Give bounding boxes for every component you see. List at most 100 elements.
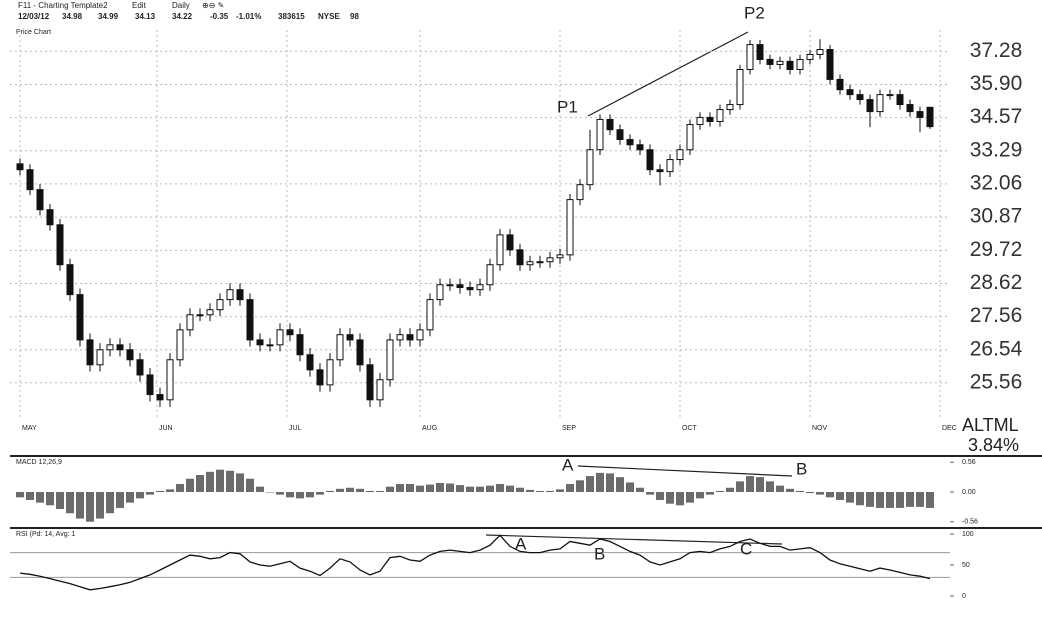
candle-body — [826, 49, 834, 80]
histogram-bar — [656, 492, 664, 500]
histogram-bar — [456, 485, 464, 492]
candle-body — [66, 264, 74, 296]
histogram-bar — [446, 483, 454, 492]
candle-body — [246, 299, 254, 341]
histogram-bar — [496, 484, 504, 492]
candle-body — [626, 139, 634, 146]
histogram-bar — [216, 469, 224, 492]
histogram-bar — [806, 492, 814, 494]
histogram-bar — [536, 490, 544, 492]
y-tick-label: 0.56 — [962, 459, 976, 466]
histogram-bar — [366, 490, 374, 492]
candle-body — [176, 329, 184, 361]
candle-body — [136, 359, 144, 376]
candle-body — [516, 249, 524, 266]
zoom-icons[interactable]: ⊕⊖ ✎ — [202, 1, 224, 10]
histogram-bar — [766, 481, 774, 492]
histogram-bar — [576, 480, 584, 492]
histogram-bar — [526, 489, 534, 492]
trend-line — [587, 31, 749, 117]
candle-body — [746, 44, 754, 70]
y-tick-label: 25.56 — [970, 370, 1023, 393]
histogram-bar — [726, 487, 734, 492]
watermark-symbol: ALTML — [962, 415, 1019, 435]
histogram-bar — [326, 490, 334, 492]
candle-body — [346, 334, 354, 341]
candle-body — [666, 159, 674, 173]
candle-body — [416, 329, 424, 341]
candle-body — [156, 394, 164, 401]
candle-body — [906, 104, 914, 113]
candle-body — [266, 344, 274, 347]
candle-body — [126, 349, 134, 361]
y-tick-label: 35.90 — [970, 72, 1023, 95]
candle-body — [236, 289, 244, 301]
candle-body — [606, 118, 614, 131]
candle-body — [356, 339, 364, 366]
histogram-bar — [86, 492, 94, 522]
candle-body — [276, 329, 284, 346]
histogram-bar — [816, 492, 824, 495]
candle-body — [796, 58, 804, 70]
histogram-bar — [286, 492, 294, 498]
histogram-bar — [406, 484, 414, 492]
quote-field: 34.98 — [62, 12, 83, 21]
histogram-bar — [716, 490, 724, 492]
candle-body — [46, 209, 54, 226]
panel-title: Price Chart — [16, 29, 51, 36]
histogram-bar — [66, 492, 74, 514]
edit-button[interactable]: Edit — [132, 1, 147, 10]
histogram-bar — [46, 492, 54, 506]
candle-body — [466, 287, 474, 291]
candle-body — [766, 58, 774, 65]
candle-body — [646, 149, 654, 171]
candle-body — [916, 111, 924, 118]
period-select[interactable]: Daily — [172, 1, 190, 10]
histogram-bar — [926, 492, 934, 508]
candle-body — [366, 364, 374, 401]
candle-body — [876, 94, 884, 113]
candle-body — [216, 299, 224, 311]
candle-body — [436, 284, 444, 301]
histogram-bar — [756, 477, 764, 492]
histogram-bar — [706, 492, 714, 495]
quote-field: 12/03/12 — [18, 12, 50, 21]
candle-body — [406, 334, 414, 341]
histogram-bar — [466, 486, 474, 492]
template-name[interactable]: F11 - Charting Template2 — [18, 1, 108, 10]
quote-field: 34.22 — [172, 12, 193, 21]
candle-body — [696, 116, 704, 126]
candle-body — [716, 109, 724, 122]
candle-body — [16, 163, 24, 171]
histogram-bar — [276, 492, 284, 495]
histogram-bar — [106, 492, 114, 514]
candle-body — [816, 49, 824, 55]
histogram-bar — [116, 492, 124, 508]
histogram-bar — [136, 492, 144, 499]
candle-body — [296, 334, 304, 356]
candle-body — [426, 299, 434, 331]
trend-line — [485, 534, 783, 545]
histogram-bar — [26, 492, 34, 500]
y-tick-label: 100 — [962, 531, 974, 538]
candle-body — [36, 189, 44, 211]
annotation: B — [796, 459, 807, 478]
candle-body — [76, 294, 84, 341]
candle-body — [536, 261, 544, 264]
histogram-bar — [376, 490, 384, 492]
candle-body — [306, 354, 314, 371]
quote-field: NYSE — [318, 12, 340, 21]
candle-body — [926, 106, 934, 128]
candle-body — [106, 344, 114, 351]
y-tick-label: 28.62 — [970, 271, 1023, 294]
candle-body — [856, 94, 864, 101]
histogram-bar — [886, 492, 894, 508]
candle-body — [26, 169, 34, 191]
annotation: A — [515, 534, 527, 553]
y-tick-label: 37.28 — [970, 39, 1023, 62]
rsi-line — [19, 534, 931, 591]
histogram-bar — [606, 473, 614, 492]
x-tick-label: MAY — [22, 425, 37, 432]
x-tick-label: DEC — [942, 425, 957, 432]
